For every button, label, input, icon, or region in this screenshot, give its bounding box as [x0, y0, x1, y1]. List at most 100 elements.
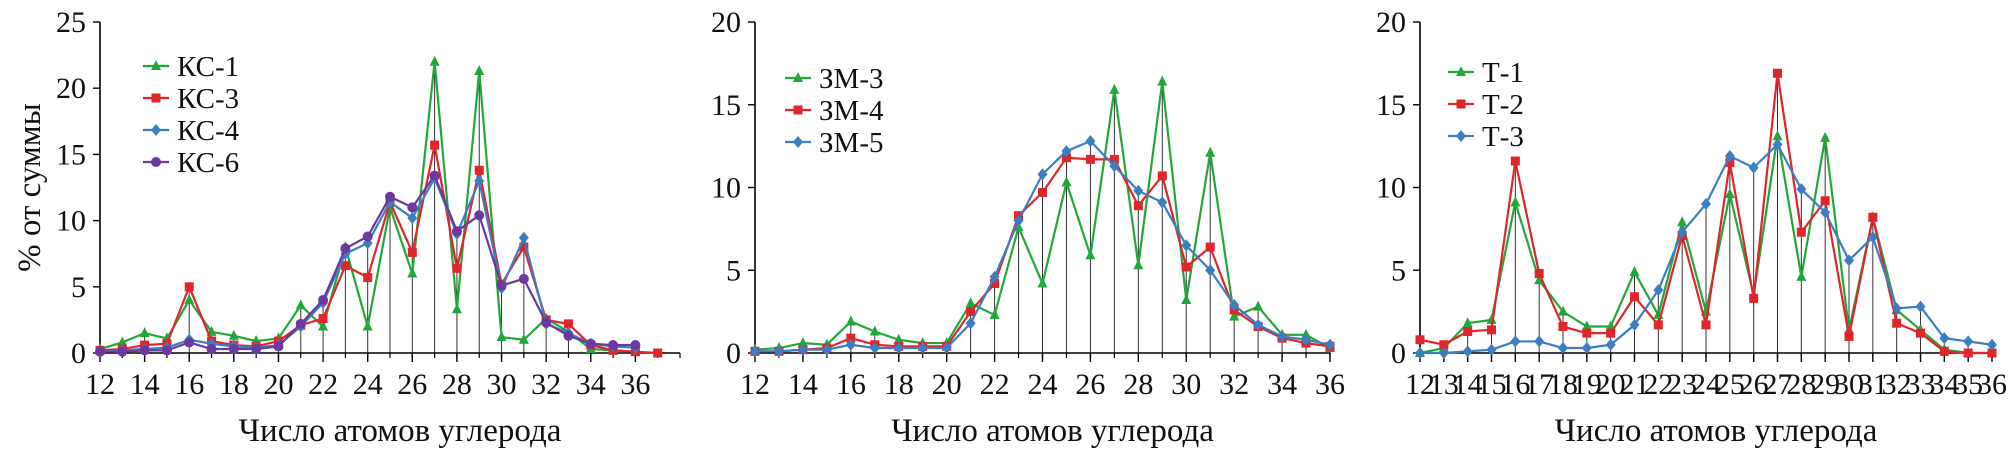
y-tick-label: 20: [1376, 6, 1406, 39]
data-point: [1487, 325, 1496, 335]
data-point: [797, 337, 808, 348]
data-point: [1486, 343, 1497, 356]
data-point: [184, 282, 194, 292]
y-tick-label: 10: [56, 205, 86, 238]
y-tick-label: 5: [726, 254, 741, 287]
data-point: [1109, 154, 1119, 164]
data-point: [1915, 300, 1926, 313]
legend-marker: [793, 105, 803, 115]
data-point: [797, 343, 808, 356]
data-point: [451, 226, 462, 237]
data-point: [1085, 249, 1096, 260]
data-point: [1229, 310, 1240, 321]
x-tick-label: 26: [1075, 368, 1105, 401]
data-point: [95, 346, 105, 357]
data-point: [1916, 328, 1925, 338]
legend-label: Т-3: [1482, 121, 1524, 153]
data-point: [1133, 201, 1143, 211]
data-point: [295, 318, 306, 329]
data-point: [318, 320, 329, 331]
data-point: [139, 327, 150, 338]
data-point: [1653, 284, 1664, 297]
data-point: [161, 345, 172, 356]
data-point: [1085, 154, 1095, 164]
y-tick-label: 25: [56, 6, 86, 39]
x-tick-label: 27: [1763, 368, 1793, 401]
x-tick-label: 30: [487, 368, 517, 401]
data-point: [451, 303, 462, 314]
legend-marker: [793, 72, 803, 82]
series-3: [1415, 138, 1997, 359]
data-point: [251, 344, 262, 355]
x-tick-label: 16: [174, 368, 204, 401]
data-point: [1963, 335, 1974, 348]
y-axis-title: % от суммы: [12, 103, 48, 272]
data-point: [474, 174, 485, 187]
data-point: [1157, 75, 1168, 86]
data-point: [184, 294, 195, 305]
data-point: [1301, 333, 1312, 346]
data-point: [1868, 212, 1878, 222]
data-point: [1581, 342, 1592, 355]
x-tick-label: 26: [1739, 368, 1769, 401]
x-tick-label: 32: [1882, 368, 1912, 401]
data-point: [653, 348, 663, 358]
x-tick-label: 32: [531, 368, 561, 401]
data-point: [340, 243, 351, 254]
data-point: [318, 314, 328, 324]
data-point: [1582, 328, 1592, 338]
y-tick-label: 10: [711, 172, 741, 205]
y-tick-label: 20: [56, 72, 86, 105]
data-point: [845, 315, 856, 326]
y-tick-label: 15: [1376, 89, 1406, 122]
data-point: [407, 211, 418, 224]
data-point: [340, 261, 350, 271]
data-point: [965, 317, 976, 330]
legend: ЗМ-3ЗМ-4ЗМ-5: [785, 63, 884, 159]
x-tick-label: 34: [576, 368, 606, 401]
data-point: [1844, 331, 1854, 341]
data-point: [1277, 330, 1288, 343]
data-point: [407, 202, 418, 213]
data-point: [1181, 262, 1191, 272]
x-tick-label: 22: [980, 368, 1010, 401]
data-point: [117, 336, 128, 347]
data-point: [363, 273, 373, 283]
data-point: [1796, 270, 1807, 281]
data-point: [773, 345, 784, 358]
data-point: [519, 242, 529, 252]
data-point: [1701, 198, 1711, 211]
legend-label: ЗМ-3: [819, 63, 883, 95]
data-point: [750, 345, 760, 358]
x-tick-label: 16: [836, 368, 866, 401]
data-point: [1085, 135, 1096, 148]
x-tick-label: 12: [1405, 368, 1435, 401]
data-point: [1133, 184, 1144, 197]
data-point: [1772, 138, 1783, 151]
x-tick-label: 20: [932, 368, 962, 401]
x-tick-label: 31: [1858, 368, 1888, 401]
data-point: [117, 346, 128, 357]
data-point: [1038, 187, 1047, 197]
data-point: [1109, 159, 1120, 172]
legend-label: КС-3: [177, 83, 239, 115]
data-point: [1463, 326, 1473, 336]
x-tick-label: 14: [1453, 368, 1483, 401]
legend-marker: [1456, 130, 1466, 142]
x-tick-label: 28: [1123, 368, 1153, 401]
x-tick-label: 35: [1953, 368, 1983, 401]
data-point: [430, 140, 440, 150]
data-point: [518, 333, 529, 344]
data-point: [1772, 130, 1783, 141]
series-4: [95, 170, 641, 357]
y-tick-label: 15: [56, 138, 86, 171]
chart-panel-2: 0 5 10 15 20 12 14 16 18 20 22 24 26 28 30 32 34 36 Число …: [711, 6, 1345, 449]
data-point: [1037, 168, 1048, 181]
x-tick-label: 28: [442, 368, 472, 401]
data-point: [1510, 156, 1520, 166]
data-point: [1061, 176, 1072, 187]
data-point: [1510, 196, 1521, 207]
data-point: [407, 247, 417, 257]
legend-marker: [151, 157, 161, 167]
